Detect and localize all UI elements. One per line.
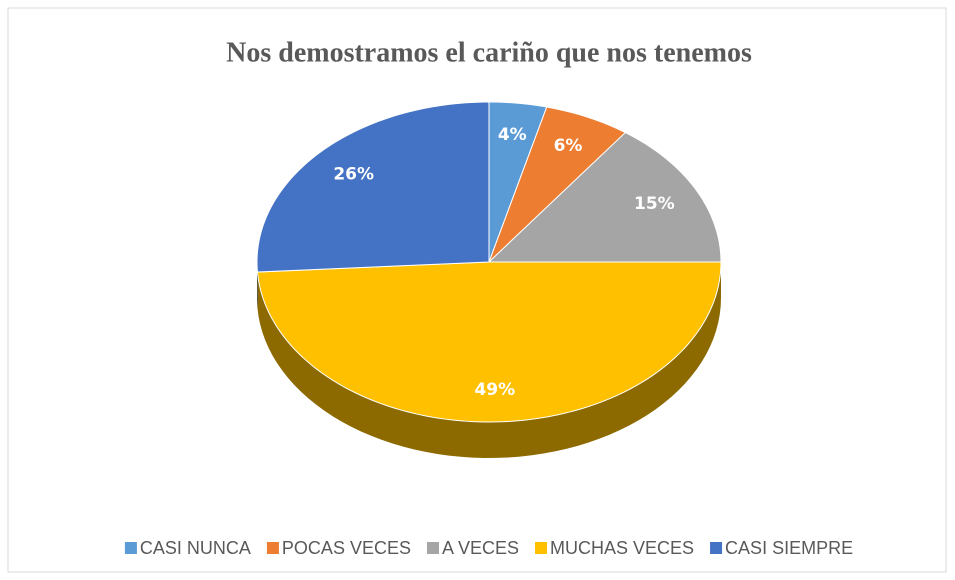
pie-slice xyxy=(488,106,627,263)
legend-label: A VECES xyxy=(442,538,519,558)
chart-title: Nos demostramos el cariño que nos tenemo… xyxy=(226,37,752,68)
legend-swatch xyxy=(710,542,723,554)
pie-slice xyxy=(256,101,490,273)
legend-label: POCAS VECES xyxy=(282,538,411,558)
pie-slice xyxy=(256,261,722,423)
data-label: 4% xyxy=(498,125,527,145)
legend-label: CASI SIEMPRE xyxy=(725,538,853,558)
pie-side xyxy=(257,262,721,458)
legend-swatch xyxy=(124,542,137,554)
data-label: 49% xyxy=(474,380,515,400)
legend-swatch xyxy=(426,542,439,554)
data-label: 6% xyxy=(554,136,583,156)
legend-label: MUCHAS VECES xyxy=(550,538,694,558)
legend: CASI NUNCA POCAS VECES A VECES MUCHAS VECES… xyxy=(124,538,853,558)
legend-swatch xyxy=(266,542,279,554)
legend-label: CASI NUNCA xyxy=(140,538,251,558)
data-label: 15% xyxy=(634,194,675,214)
pie-slice xyxy=(487,131,722,263)
legend-swatch xyxy=(535,542,548,554)
data-label: 26% xyxy=(333,164,374,184)
